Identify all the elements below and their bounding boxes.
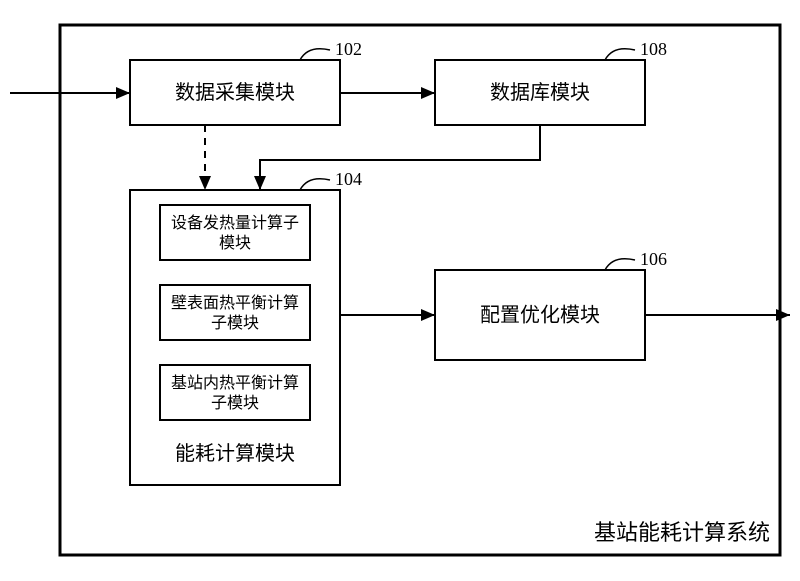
node-optimization-label: 配置优化模块 — [480, 304, 600, 327]
calc-submodule-line2: 子模块 — [211, 314, 259, 332]
calc-submodule-line1: 壁表面热平衡计算 — [171, 293, 299, 312]
calc-submodule-line2: 子模块 — [211, 394, 259, 412]
ref-102: 102 — [335, 39, 362, 59]
calc-submodule-line1: 基站内热平衡计算 — [171, 373, 299, 392]
ref-108: 108 — [640, 39, 667, 59]
ref-104: 104 — [335, 169, 362, 189]
node-acquisition-label: 数据采集模块 — [175, 81, 295, 104]
node-calc-title: 能耗计算模块 — [175, 442, 295, 465]
system-title: 基站能耗计算系统 — [594, 520, 770, 545]
calc-submodule-line1: 设备发热量计算子 — [171, 213, 299, 232]
diagram-canvas: 数据采集模块 102 数据库模块 108 能耗计算模块 104 配置优化模块 106 设备发热量… — [0, 0, 800, 581]
calc-submodule-line2: 模块 — [219, 234, 251, 252]
system-box — [60, 25, 780, 555]
node-database-label: 数据库模块 — [490, 81, 590, 104]
ref-106: 106 — [640, 249, 667, 269]
